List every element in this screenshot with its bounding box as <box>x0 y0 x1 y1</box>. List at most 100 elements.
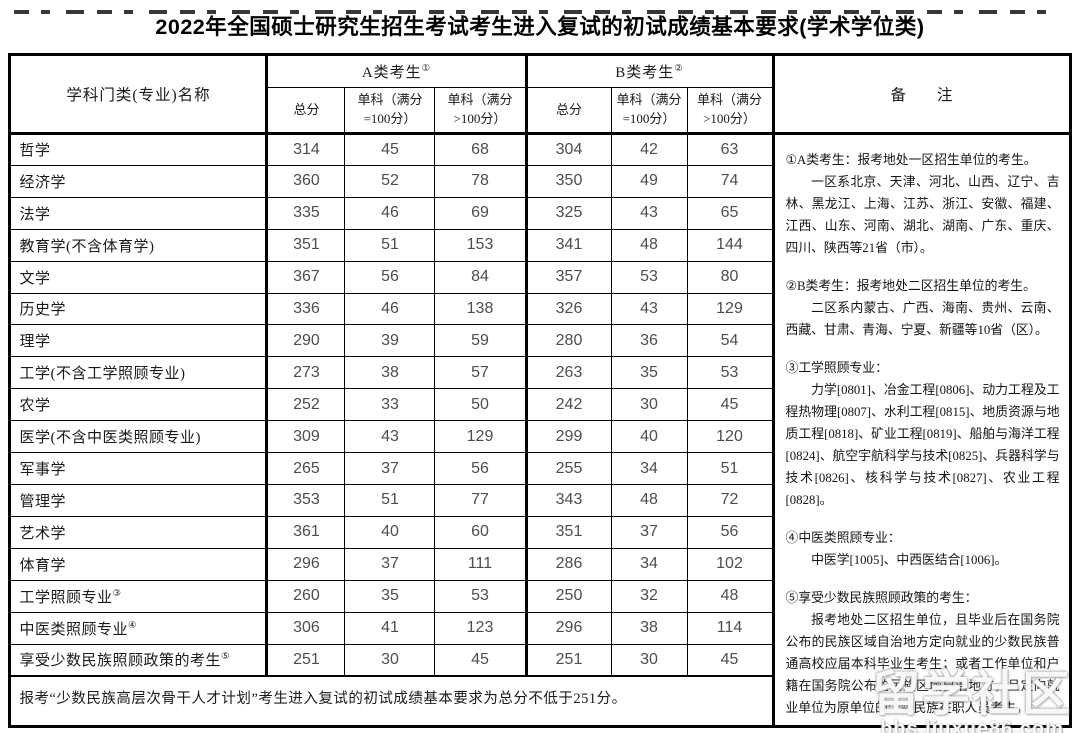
score-a-single-over-100: 129 <box>434 420 528 454</box>
score-a-total: 260 <box>266 579 346 613</box>
note-body: 力学[0801]、冶金工程[0806]、动力工程及工程热物理[0807]、水利工… <box>785 383 1060 507</box>
table-row: 管理学 353 51 77 343 48 72 <box>9 483 1070 517</box>
score-a-single-over-100: 56 <box>434 452 528 485</box>
note-head: ④中医类照顾专业： <box>785 531 901 545</box>
subject-name: 工学照顾专业③ <box>9 579 269 613</box>
group-b-label: B类考生 <box>615 65 675 81</box>
score-b-single-over-100: 74 <box>686 164 775 198</box>
score-a-single-over-100: 50 <box>434 388 528 422</box>
remark-note-1: ①A类考生：报考地处一区招生单位的考生。 一区系北京、天津、河北、山西、辽宁、吉林… <box>786 149 1060 259</box>
subject-name: 医学(不含中医类照顾专业) <box>9 420 269 454</box>
score-a-single-over-100: 53 <box>434 579 528 613</box>
score-a-total: 251 <box>266 643 346 677</box>
page-title: 2022年全国硕士研究生招生考试考生进入复试的初试成绩基本要求(学术学位类) <box>155 15 925 39</box>
score-b-total: 255 <box>525 452 612 485</box>
score-b-single-100: 43 <box>610 292 688 326</box>
score-a-single-over-100: 59 <box>434 324 528 358</box>
subject-name: 文学 <box>9 260 269 294</box>
subject-name: 工学(不含工学照顾专业) <box>9 356 269 390</box>
subheader-b-single-100: 单科（满分 =100分） <box>610 87 688 135</box>
score-b-single-over-100: 54 <box>686 324 775 358</box>
header-row-groups: 学科门类(专业)名称 A类考生① B类考生② 备 注 <box>9 54 1071 135</box>
score-b-single-over-100: 63 <box>686 133 775 166</box>
note-head: ①A类考生：报考地处一区招生单位的考生。 <box>785 153 1037 167</box>
score-b-single-100: 43 <box>610 196 688 230</box>
score-b-single-100: 34 <box>610 452 688 485</box>
table-row: 工学(不含工学照顾专业) 273 38 57 263 35 53 <box>9 356 1070 390</box>
score-b-total: 357 <box>525 260 612 294</box>
score-b-single-over-100: 65 <box>686 196 775 230</box>
subject-name: 农学 <box>9 388 269 422</box>
subject-name: 艺术学 <box>9 515 269 549</box>
score-a-total: 351 <box>266 228 346 262</box>
score-b-total: 299 <box>525 420 612 454</box>
score-b-single-100: 38 <box>610 611 688 645</box>
subject-name: 享受少数民族照顾政策的考生⑤ <box>9 643 269 677</box>
table-row: 中医类照顾专业④ 306 41 123 296 38 114 <box>9 611 1070 645</box>
score-a-single-100: 45 <box>344 133 436 166</box>
note-head: ②B类考生：报考地处二区招生单位的考生。 <box>785 279 1036 293</box>
score-a-total: 290 <box>266 324 346 358</box>
score-b-single-100: 30 <box>610 388 688 422</box>
score-b-single-100: 40 <box>610 420 688 454</box>
table-footer-row: 报考“少数民族高层次骨干人才计划”考生进入复试的初试成绩基本要求为总分不低于25… <box>9 674 1070 727</box>
score-a-single-100: 33 <box>344 388 436 422</box>
score-a-single-over-100: 60 <box>434 515 528 549</box>
score-a-total: 335 <box>266 196 346 230</box>
score-a-single-over-100: 69 <box>434 196 528 230</box>
score-a-single-100: 38 <box>344 356 436 390</box>
score-a-total: 361 <box>266 515 346 549</box>
group-a-label: A类考生 <box>361 65 422 81</box>
score-b-single-100: 37 <box>610 515 688 549</box>
score-b-total: 296 <box>525 611 612 645</box>
remark-note-5: ⑤享受少数民族照顾政策的考生： 报考地处二区招生单位，且毕业后在国务院公布的民族区… <box>786 587 1060 719</box>
score-a-total: 309 <box>266 420 346 454</box>
header-row-subcolumns: 总分 单科（满分 =100分） 单科（满分 >100分） 总分 单科（满分 =100分） 单科（… <box>10 87 1070 135</box>
table-row: 理学 290 39 59 280 36 54 <box>9 324 1070 358</box>
score-table: 学科门类(专业)名称 A类考生① B类考生② 备 注 总分 单科（满分 =100分）… <box>8 53 1072 728</box>
score-a-total: 306 <box>266 611 346 645</box>
score-b-total: 304 <box>525 133 612 166</box>
subject-name: 体育学 <box>9 547 269 581</box>
score-a-single-100: 46 <box>344 196 436 230</box>
score-b-total: 351 <box>525 515 612 549</box>
document-page: 2022年全国硕士研究生招生考试考生进入复试的初试成绩基本要求(学术学位类) 学… <box>0 10 1080 733</box>
score-b-single-100: 36 <box>610 324 688 358</box>
note-body: 中医学[1005]、中西医结合[1006]。 <box>811 553 1008 567</box>
score-b-single-over-100: 144 <box>686 228 775 262</box>
table-row: 军事学 265 37 56 255 34 51 <box>9 452 1070 485</box>
score-a-single-100: 52 <box>344 164 436 198</box>
footnote-marker: ③ <box>112 588 122 599</box>
score-a-single-100: 41 <box>344 611 436 645</box>
score-a-single-over-100: 153 <box>434 228 528 262</box>
score-b-single-100: 35 <box>610 356 688 390</box>
score-a-total: 360 <box>266 164 346 198</box>
score-a-total: 367 <box>266 260 346 294</box>
score-b-single-over-100: 80 <box>686 260 775 294</box>
score-a-single-over-100: 68 <box>434 133 528 166</box>
score-b-single-over-100: 51 <box>686 452 775 485</box>
score-b-single-100: 32 <box>610 579 688 613</box>
table-row: 历史学 336 46 138 326 43 129 <box>9 292 1070 326</box>
score-a-single-100: 56 <box>344 260 436 294</box>
footnote-marker: ⑤ <box>221 652 231 663</box>
score-a-total: 252 <box>266 388 346 422</box>
score-a-single-over-100: 78 <box>434 164 528 198</box>
note-body: 二区系内蒙古、广西、海南、贵州、云南、西藏、甘肃、青海、宁夏、新疆等10省（区）… <box>785 301 1060 337</box>
score-b-single-100: 48 <box>610 228 688 262</box>
score-b-single-100: 48 <box>610 483 688 517</box>
score-a-single-100: 35 <box>344 579 436 613</box>
score-a-single-over-100: 111 <box>434 547 528 581</box>
remark-note-2: ②B类考生：报考地处二区招生单位的考生。二区系内蒙古、广西、海南、贵州、云南、西… <box>786 275 1060 341</box>
score-b-total: 343 <box>525 483 612 517</box>
score-b-total: 341 <box>525 228 612 262</box>
score-a-single-over-100: 138 <box>434 292 528 326</box>
score-a-single-100: 37 <box>344 452 436 485</box>
score-b-single-over-100: 56 <box>686 515 775 549</box>
subheader-a-single-over-100: 单科（满分 >100分） <box>434 87 528 135</box>
remark-note-3: ③工学照顾专业： 力学[0801]、冶金工程[0806]、动力工程及工程热物理[0… <box>786 357 1060 511</box>
group-a-footnote-marker: ① <box>421 64 432 74</box>
score-a-single-100: 37 <box>344 547 436 581</box>
table-row: 教育学(不含体育学) 351 51 153 341 48 144 <box>9 228 1070 262</box>
col-header-subject: 学科门类(专业)名称 <box>9 54 269 135</box>
